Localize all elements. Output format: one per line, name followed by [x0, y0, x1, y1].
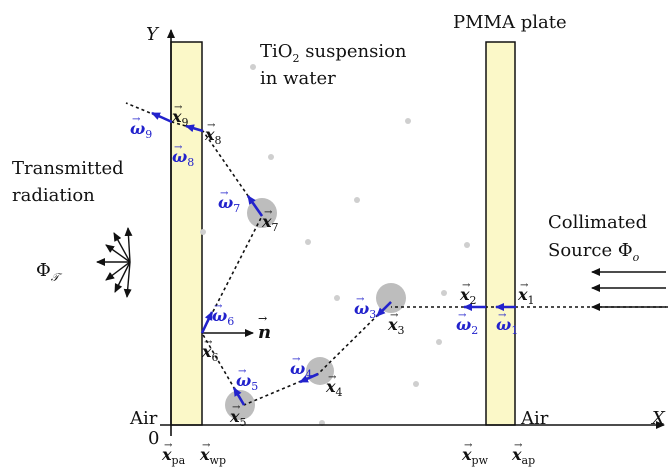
direction-label-1: →ω1: [496, 310, 518, 337]
collimated-label-line1: Collimated: [548, 212, 647, 233]
suspension-label: TiO2 suspension: [260, 41, 407, 65]
interface-label-ap: →xap: [511, 440, 535, 467]
point-label-8: →x8: [204, 120, 222, 147]
collimated-source-arrows: [591, 268, 666, 311]
direction-label-9: →ω9: [130, 114, 152, 141]
point-label-4: →x4: [325, 372, 343, 399]
direction-label-7: →ω7: [218, 188, 240, 215]
scattering-sites: [225, 198, 406, 420]
interface-label-pw: →xpw: [461, 440, 489, 467]
interface-label-pa: →xpa: [161, 440, 186, 467]
left-pmma-plate: [170, 41, 203, 426]
collimated-label-line2: Source Φo: [548, 240, 640, 264]
right-pmma-plate: [485, 41, 516, 426]
direction-label-6: →ω6: [212, 301, 234, 328]
pmma-plate-label: PMMA plate: [453, 12, 567, 33]
interface-label-wp: →xwp: [199, 440, 226, 467]
direction-label-5: →ω5: [236, 366, 258, 393]
origin-label: 0: [148, 428, 159, 449]
interface-labels: →xpa →xwp →xpw →xap: [161, 440, 535, 467]
transmitted-label-line2: radiation: [12, 185, 95, 206]
normal-label: n: [258, 322, 271, 343]
point-label-3: →x3: [387, 310, 405, 337]
phi-t-label: Φ𝒯: [36, 260, 63, 284]
point-labels: →x1 →x2 →x3 →x4 →x5 →x6 →x7 →x8 →x9: [171, 102, 535, 429]
point-label-2: →x2: [459, 280, 477, 307]
direction-labels: →ω1 →ω2 →ω3 →ω4 →ω5 →ω6 →ω7 →ω8 →ω9: [130, 114, 518, 393]
air-left-label: Air: [129, 408, 158, 429]
suspension-label-line2: in water: [260, 68, 336, 89]
background-particles: [200, 64, 470, 426]
air-right-label: Air: [520, 408, 549, 429]
point-label-5: →x5: [229, 402, 247, 429]
point-label-9: →x9: [171, 102, 189, 129]
x-axis-label: X: [650, 408, 666, 429]
normal-arrow-mark: →: [258, 312, 267, 325]
y-axis-label: Y: [146, 24, 160, 45]
direction-label-3: →ω3: [354, 294, 376, 321]
direction-label-4: →ω4: [290, 354, 312, 381]
direction-label-8: →ω8: [172, 142, 194, 169]
point-label-7: →x7: [261, 207, 279, 234]
point-label-1: →x1: [517, 280, 535, 307]
transmitted-label-line1: Transmitted: [12, 158, 124, 179]
direction-label-2: →ω2: [456, 310, 478, 337]
transmitted-radiation-arrows: [96, 227, 133, 298]
point-label-6: →x6: [201, 337, 219, 364]
direction-arrows: [151, 111, 516, 406]
axes: [160, 29, 665, 436]
